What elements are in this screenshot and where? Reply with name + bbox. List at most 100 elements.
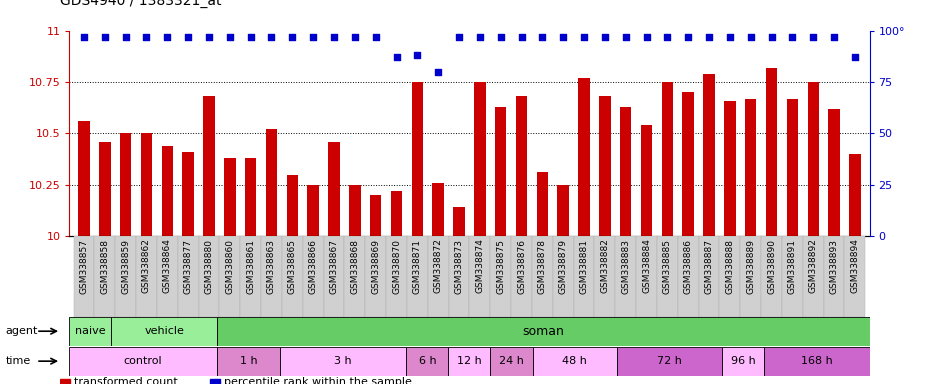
Text: 168 h: 168 h [801,356,832,366]
Text: 24 h: 24 h [500,356,524,366]
Point [243,34,258,40]
Point [722,34,737,40]
Point [493,34,508,40]
Bar [116,236,136,317]
Text: naive: naive [75,326,105,336]
Bar [224,158,236,236]
Point [514,34,529,40]
Bar [698,236,720,317]
Bar [740,236,761,317]
Bar [390,191,402,236]
Bar [328,142,339,236]
Bar [475,82,486,236]
Text: GSM338860: GSM338860 [226,238,234,294]
Text: percentile rank within the sample: percentile rank within the sample [224,377,412,384]
Bar [120,134,131,236]
Bar [182,152,194,236]
Point [451,34,466,40]
Bar [136,236,157,317]
Bar [599,96,610,236]
Point [744,34,758,40]
Bar [683,93,694,236]
Bar [533,347,617,376]
Text: GSM338882: GSM338882 [600,238,610,293]
Bar [433,183,444,236]
Bar [60,379,70,384]
Text: GSM338879: GSM338879 [559,238,568,294]
Text: GSM338892: GSM338892 [808,238,818,293]
Bar [558,185,569,236]
Bar [786,99,798,236]
Bar [678,236,698,317]
Text: GSM338884: GSM338884 [642,238,651,293]
Text: GSM338873: GSM338873 [454,238,463,294]
Bar [661,82,673,236]
Bar [620,107,632,236]
Bar [636,236,657,317]
Bar [617,347,722,376]
Point [222,34,237,40]
Bar [94,236,116,317]
Text: GSM338861: GSM338861 [246,238,255,294]
Text: 12 h: 12 h [457,356,482,366]
Bar [449,236,469,317]
Bar [553,236,574,317]
Bar [112,317,216,346]
Bar [803,236,823,317]
Bar [516,96,527,236]
Bar [829,109,840,236]
Bar [745,99,757,236]
Bar [657,236,678,317]
Text: 1 h: 1 h [240,356,257,366]
Point [306,34,321,40]
Bar [703,74,715,236]
Bar [724,101,735,236]
Bar [302,236,324,317]
Text: GSM338887: GSM338887 [705,238,713,294]
Text: GSM338894: GSM338894 [850,238,859,293]
Text: 48 h: 48 h [562,356,587,366]
Bar [280,347,406,376]
Bar [307,185,319,236]
Bar [766,68,777,236]
Bar [412,82,423,236]
Bar [282,236,302,317]
Point [77,34,92,40]
Point [827,34,842,40]
Point [556,34,571,40]
Bar [427,236,449,317]
Bar [344,236,365,317]
Bar [490,347,533,376]
Point [139,34,154,40]
Text: GSM338859: GSM338859 [121,238,130,294]
Text: GSM338878: GSM338878 [537,238,547,294]
Point [535,34,549,40]
Bar [141,134,153,236]
Point [368,34,383,40]
Bar [453,207,464,236]
Text: GSM338880: GSM338880 [204,238,214,294]
Point [618,34,633,40]
Bar [69,347,216,376]
Text: 96 h: 96 h [731,356,756,366]
Text: GSM338870: GSM338870 [392,238,401,294]
Bar [370,195,381,236]
Text: soman: soman [523,325,564,338]
Point [598,34,612,40]
Text: GSM338874: GSM338874 [475,238,485,293]
Text: GSM338889: GSM338889 [746,238,755,294]
Bar [74,236,94,317]
Bar [157,236,178,317]
Bar [162,146,173,236]
Bar [265,129,278,236]
Text: agent: agent [6,326,38,336]
Bar [512,236,532,317]
Bar [406,347,449,376]
Bar [574,236,595,317]
Text: GSM338866: GSM338866 [309,238,317,294]
Text: GSM338862: GSM338862 [142,238,151,293]
Bar [720,236,740,317]
Text: GDS4940 / 1383321_at: GDS4940 / 1383321_at [60,0,222,8]
Text: 72 h: 72 h [657,356,682,366]
Bar [764,347,870,376]
